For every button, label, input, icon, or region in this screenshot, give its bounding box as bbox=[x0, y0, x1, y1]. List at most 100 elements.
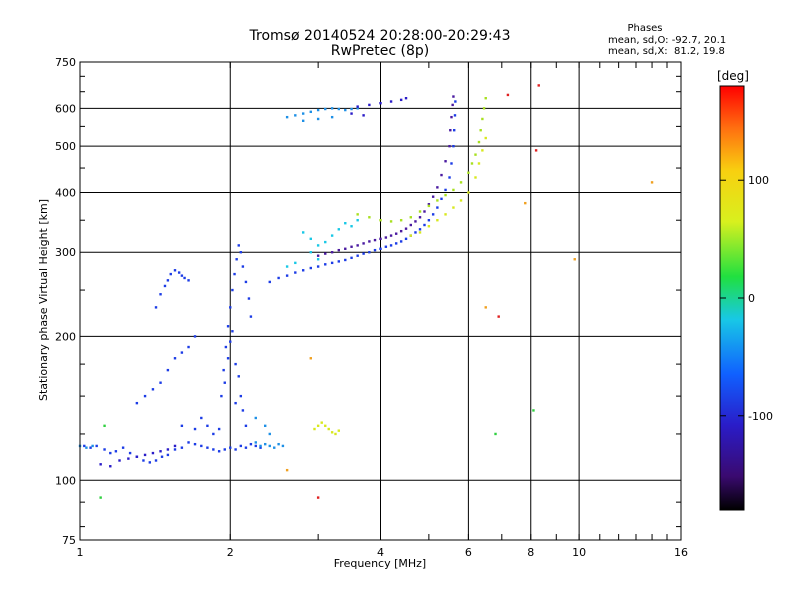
data-point bbox=[95, 444, 98, 448]
data-point bbox=[187, 279, 190, 282]
data-point bbox=[436, 199, 439, 202]
data-point bbox=[239, 444, 243, 448]
y-tick-label: 300 bbox=[55, 246, 76, 259]
data-point bbox=[200, 444, 203, 448]
colorbar-tick-label: 100 bbox=[748, 174, 769, 187]
data-point bbox=[427, 204, 431, 208]
data-point bbox=[440, 197, 443, 201]
data-point bbox=[459, 199, 463, 202]
data-point bbox=[394, 232, 398, 235]
data-point bbox=[453, 128, 456, 132]
data-point bbox=[109, 465, 112, 468]
stats-heading: Phases bbox=[627, 23, 662, 34]
data-point bbox=[231, 330, 234, 333]
data-point bbox=[399, 240, 403, 243]
data-point bbox=[389, 220, 393, 223]
chart-title: Tromsø 20140524 20:28:00-20:29:43 bbox=[249, 28, 511, 44]
data-point bbox=[356, 244, 359, 247]
chart-subtitle: RwPretec (8p) bbox=[331, 43, 429, 59]
data-point bbox=[418, 228, 422, 231]
data-point bbox=[427, 225, 431, 228]
data-point bbox=[362, 114, 365, 117]
data-point bbox=[193, 335, 197, 338]
y-tick-label: 75 bbox=[62, 534, 76, 547]
x-tick-label: 8 bbox=[527, 546, 534, 559]
x-tick-label: 16 bbox=[674, 546, 688, 559]
data-point bbox=[301, 231, 305, 234]
data-point bbox=[254, 441, 257, 444]
data-point bbox=[324, 240, 327, 244]
data-point bbox=[467, 191, 470, 194]
data-point bbox=[309, 357, 312, 360]
data-point bbox=[484, 306, 487, 309]
data-point bbox=[193, 427, 197, 431]
data-point bbox=[452, 95, 455, 98]
data-point bbox=[379, 247, 382, 250]
data-point bbox=[166, 453, 170, 457]
y-tick-label: 600 bbox=[55, 102, 76, 115]
data-point bbox=[244, 280, 248, 284]
data-point bbox=[459, 181, 463, 184]
colorbar-unit: [deg] bbox=[717, 69, 749, 83]
data-point bbox=[477, 162, 481, 165]
data-point bbox=[237, 244, 240, 247]
data-point bbox=[356, 219, 359, 222]
data-point bbox=[229, 446, 232, 449]
data-point bbox=[418, 216, 422, 219]
data-point bbox=[294, 114, 297, 117]
data-point bbox=[650, 181, 654, 184]
data-point bbox=[450, 162, 453, 165]
data-point bbox=[423, 210, 426, 213]
data-point bbox=[316, 108, 320, 112]
data-point bbox=[121, 446, 125, 449]
data-point bbox=[362, 242, 365, 245]
data-point bbox=[285, 265, 289, 268]
data-point bbox=[373, 238, 377, 242]
data-point bbox=[224, 345, 228, 349]
plot-grid bbox=[80, 62, 681, 540]
data-point bbox=[212, 432, 215, 436]
data-point bbox=[444, 188, 447, 192]
y-tick-label: 400 bbox=[55, 186, 76, 199]
data-point bbox=[160, 455, 164, 458]
data-point bbox=[103, 424, 106, 428]
data-point bbox=[217, 450, 221, 453]
data-point bbox=[247, 297, 251, 300]
data-point bbox=[350, 107, 353, 111]
data-point bbox=[277, 442, 280, 446]
data-point bbox=[414, 231, 417, 234]
data-point bbox=[316, 244, 320, 247]
data-point bbox=[316, 117, 320, 121]
data-point bbox=[444, 160, 447, 163]
data-point bbox=[474, 153, 477, 156]
data-point bbox=[309, 266, 312, 270]
data-point bbox=[337, 260, 341, 263]
data-point bbox=[173, 269, 177, 272]
data-point bbox=[399, 219, 403, 222]
data-point bbox=[135, 455, 139, 458]
data-point bbox=[444, 213, 447, 216]
data-point bbox=[309, 251, 312, 254]
data-point bbox=[379, 101, 382, 105]
data-point bbox=[259, 444, 262, 448]
data-point bbox=[235, 258, 238, 261]
data-point bbox=[373, 248, 377, 252]
data-point bbox=[220, 394, 223, 398]
data-point bbox=[244, 446, 248, 449]
data-point bbox=[173, 444, 177, 448]
data-point bbox=[193, 442, 197, 446]
data-point bbox=[337, 228, 341, 231]
data-point bbox=[384, 236, 388, 239]
data-point bbox=[114, 450, 118, 453]
data-point bbox=[294, 261, 297, 265]
data-point bbox=[143, 453, 147, 457]
data-point bbox=[151, 451, 155, 455]
data-point bbox=[234, 448, 237, 451]
data-point bbox=[481, 117, 484, 121]
data-point bbox=[506, 93, 510, 97]
data-point bbox=[418, 231, 422, 234]
data-point bbox=[148, 461, 152, 464]
data-point bbox=[324, 252, 327, 255]
data-point bbox=[200, 416, 203, 420]
data-point bbox=[166, 368, 170, 372]
